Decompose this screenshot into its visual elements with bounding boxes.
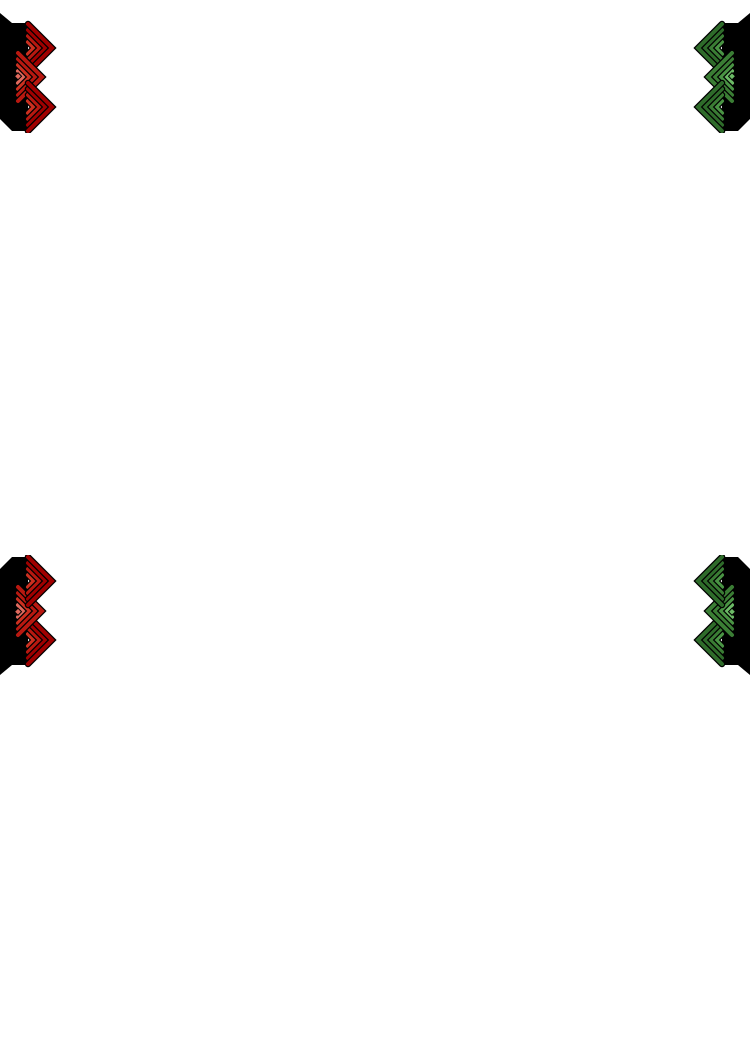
chevron-stripe — [26, 620, 49, 660]
chevron-stripe — [16, 69, 27, 85]
chevron-stripe — [26, 28, 49, 68]
chevron-stripe — [713, 40, 724, 56]
chevron-stripe — [16, 591, 39, 631]
chevron-stripe — [26, 34, 43, 62]
chevron-stripe — [717, 63, 734, 91]
chevron-stripe — [16, 597, 33, 625]
chevron-stripe — [717, 597, 734, 625]
chevron-stripe — [713, 99, 724, 115]
chevron-stripe — [695, 614, 724, 666]
chevron-stripe — [26, 561, 49, 601]
chevron-stripe — [26, 40, 37, 56]
chevron-stripe — [26, 555, 55, 607]
chevron-stripe — [26, 614, 55, 666]
center-diamond — [727, 72, 737, 81]
chevron-stripe — [695, 81, 724, 133]
chevron-stripe — [695, 22, 724, 74]
chevron-stripe — [707, 34, 724, 62]
chevron-stripe — [707, 626, 724, 654]
chevron-stripe — [713, 632, 724, 648]
chevron-stripe — [26, 93, 43, 121]
bottom-left-ornament — [0, 555, 60, 675]
chevron-stripe — [26, 81, 55, 133]
chevron-stripe — [701, 28, 724, 68]
chevron-stripe — [26, 99, 37, 115]
chevron-stripe — [711, 591, 734, 631]
bottom-right-ornament — [690, 555, 750, 675]
chevron-stripe — [16, 57, 39, 97]
center-diamond — [13, 72, 23, 81]
chevron-stripe — [701, 620, 724, 660]
center-diamond — [727, 607, 737, 616]
chevron-stripe — [26, 573, 37, 589]
top-left-ornament — [0, 13, 60, 133]
chevron-stripe — [713, 573, 724, 589]
center-diamond — [13, 607, 23, 616]
top-right-ornament — [690, 13, 750, 133]
chevron-stripe — [26, 626, 43, 654]
chevron-stripe — [701, 87, 724, 127]
chevron-stripe — [695, 555, 724, 607]
chevron-stripe — [26, 22, 55, 74]
chevron-stripe — [26, 567, 43, 595]
chevron-stripe — [711, 57, 734, 97]
chevron-stripe — [16, 63, 33, 91]
chevron-stripe — [16, 603, 27, 619]
chevron-stripe — [723, 69, 734, 85]
chevron-stripe — [26, 87, 49, 127]
chevron-stripe — [707, 93, 724, 121]
chevron-stripe — [723, 603, 734, 619]
chevron-stripe — [707, 567, 724, 595]
chevron-stripe — [26, 632, 37, 648]
chevron-stripe — [701, 561, 724, 601]
